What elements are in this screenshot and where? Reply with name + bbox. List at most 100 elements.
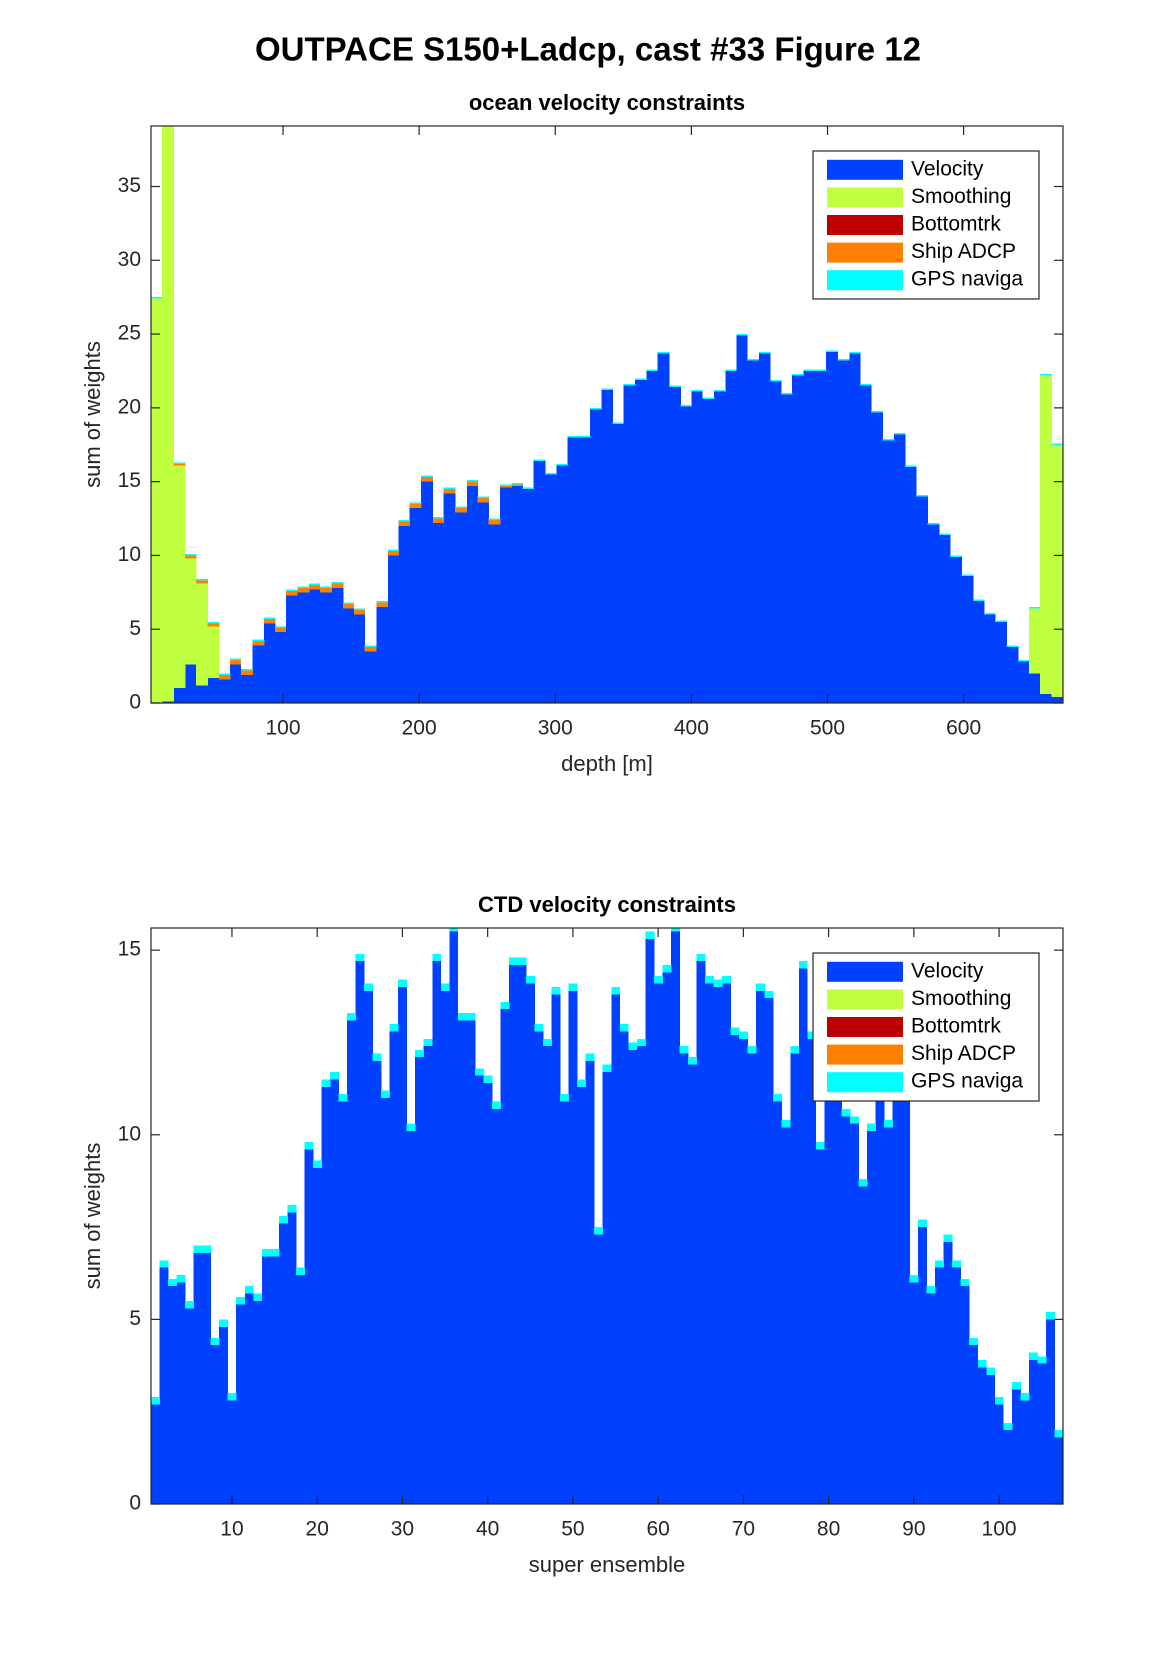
bar-segment bbox=[926, 1286, 936, 1294]
bar-segment bbox=[578, 435, 591, 438]
y-tick-label: 10 bbox=[118, 543, 141, 566]
bar-segment bbox=[253, 1293, 263, 1301]
bar-segment bbox=[545, 474, 558, 703]
bar-segment bbox=[449, 928, 459, 932]
bar-segment bbox=[589, 409, 602, 703]
legend-label: Velocity bbox=[911, 157, 984, 180]
bar-segment bbox=[781, 1127, 791, 1504]
bar-segment bbox=[1018, 660, 1030, 662]
bar-segment bbox=[901, 1075, 910, 1504]
bar-segment bbox=[511, 486, 524, 703]
bar-segment bbox=[815, 370, 827, 703]
bar-segment bbox=[321, 1079, 331, 1087]
bar-segment bbox=[1028, 608, 1041, 674]
bar-segment bbox=[994, 1396, 1004, 1405]
bar-segment bbox=[969, 1345, 979, 1504]
legend-label: Bottomtrk bbox=[911, 213, 1001, 236]
axes-box bbox=[150, 125, 1064, 704]
bar-segment bbox=[376, 602, 389, 608]
bar-segment bbox=[207, 623, 220, 627]
bar-segment bbox=[781, 393, 793, 395]
axes-box bbox=[150, 927, 1064, 1505]
bar-segment bbox=[668, 387, 681, 703]
bar-segment bbox=[939, 533, 951, 535]
bar-segment bbox=[602, 1064, 612, 1072]
bar-segment bbox=[815, 369, 827, 371]
bar-segment bbox=[756, 990, 766, 1504]
bar-segment bbox=[409, 508, 422, 703]
bar-segment bbox=[488, 520, 501, 525]
bar-segment bbox=[151, 297, 163, 299]
bar-segment bbox=[824, 1075, 834, 1504]
bar-segment bbox=[747, 360, 760, 703]
bar-segment bbox=[556, 465, 568, 703]
bar-segment bbox=[623, 385, 636, 703]
bar-segment bbox=[185, 1308, 195, 1504]
plot-area bbox=[151, 126, 1063, 703]
bar-segment bbox=[533, 459, 546, 461]
y-axis-label: sum of weights bbox=[80, 341, 105, 488]
bar-segment bbox=[195, 579, 208, 581]
bar-segment bbox=[387, 555, 400, 703]
bar-segment bbox=[619, 1031, 629, 1504]
bar-segment bbox=[1054, 1437, 1063, 1504]
bar-segment bbox=[739, 1038, 749, 1504]
bar-segment bbox=[219, 674, 231, 680]
bar-segment bbox=[551, 994, 561, 1504]
x-tick-label: 70 bbox=[732, 1518, 755, 1541]
chart-title: CTD velocity constraints bbox=[478, 892, 736, 917]
bar-segment bbox=[261, 1256, 271, 1504]
bar-segment bbox=[691, 390, 703, 392]
bar-segment bbox=[168, 1278, 177, 1287]
bar-segment bbox=[500, 1009, 510, 1504]
bar-segment bbox=[601, 388, 613, 391]
bar-segment bbox=[229, 664, 242, 703]
bar-segment bbox=[764, 990, 774, 999]
x-tick-label: 10 bbox=[220, 1518, 243, 1541]
bar-segment bbox=[526, 976, 535, 984]
bar-segment bbox=[815, 1142, 825, 1150]
bar-segment bbox=[517, 964, 527, 1504]
bar-segment bbox=[236, 1304, 246, 1504]
bar-segment bbox=[612, 422, 624, 425]
bar-segment bbox=[589, 407, 602, 410]
bar-segment bbox=[421, 475, 434, 478]
plot-area bbox=[151, 928, 1063, 1504]
bar-segment bbox=[915, 494, 928, 497]
bar-segment bbox=[161, 701, 174, 703]
bar-segment bbox=[1028, 607, 1041, 609]
bar-segment bbox=[815, 1149, 825, 1504]
bar-segment bbox=[585, 1053, 595, 1061]
bar-segment bbox=[500, 484, 513, 487]
bar-segment bbox=[207, 626, 220, 678]
bar-segment bbox=[567, 435, 579, 438]
bar-segment bbox=[807, 1031, 817, 1039]
bar-segment bbox=[860, 384, 872, 386]
bar-segment bbox=[421, 477, 434, 482]
bar-segment bbox=[423, 1046, 433, 1504]
bar-segment bbox=[792, 375, 805, 703]
bar-segment bbox=[423, 1038, 433, 1047]
bar-segment bbox=[398, 525, 411, 703]
y-tick-label: 20 bbox=[118, 395, 141, 418]
bar-segment bbox=[159, 1267, 169, 1504]
bar-segment bbox=[534, 1024, 544, 1032]
bar-segment bbox=[517, 957, 527, 965]
bar-segment bbox=[636, 1038, 646, 1047]
bar-segment bbox=[287, 1204, 297, 1213]
bar-segment bbox=[219, 673, 231, 675]
bar-segment bbox=[440, 983, 450, 991]
bar-segment bbox=[297, 586, 310, 588]
bar-segment bbox=[1028, 1360, 1038, 1504]
bar-segment bbox=[376, 607, 389, 703]
bar-segment bbox=[207, 621, 220, 624]
bar-segment bbox=[195, 685, 208, 703]
bar-segment bbox=[556, 463, 568, 466]
bar-segment bbox=[1045, 1312, 1055, 1320]
bar-segment bbox=[185, 555, 197, 559]
bar-segment bbox=[764, 998, 774, 1504]
bar-segment bbox=[594, 1227, 604, 1235]
legend: Velocity Smoothing Bottomtrk Ship ADCP GPS n… bbox=[812, 952, 1040, 1102]
legend-label: GPS naviga bbox=[911, 1070, 1023, 1093]
